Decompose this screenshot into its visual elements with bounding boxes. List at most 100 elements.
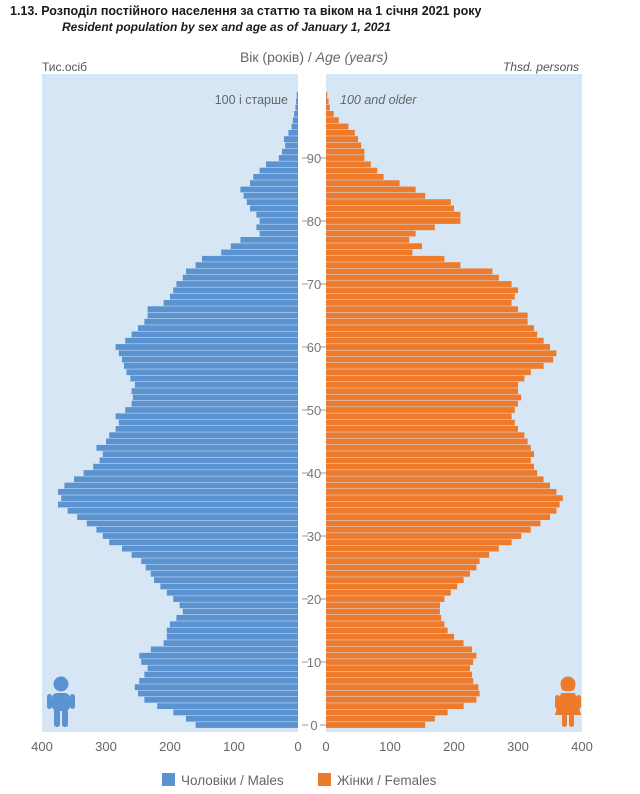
axis-title-en: Age (years)	[315, 49, 388, 65]
axis-title-uk: Вік (років)	[240, 49, 304, 65]
female-bar-age-25	[326, 564, 477, 571]
female-bar-age-33	[326, 514, 550, 520]
male-bar-age-49	[115, 413, 298, 420]
male-bar-age-97	[294, 111, 298, 117]
male-bar-age-15	[166, 627, 298, 634]
male-bar-age-43	[102, 451, 298, 457]
age-tick-label-80: 80	[307, 214, 321, 229]
male-bar-age-99	[296, 98, 298, 105]
male-bar-age-52	[132, 394, 298, 401]
female-bar-age-94	[326, 129, 355, 136]
male-bar-age-84	[243, 192, 298, 199]
female-bar-age-43	[326, 451, 534, 457]
male-bar-age-5	[138, 690, 298, 697]
male-bar-age-76	[230, 243, 298, 250]
male-bar-age-56	[126, 369, 298, 376]
male-bar-age-68	[170, 293, 298, 300]
legend-swatch-males	[162, 773, 175, 786]
female-bar-age-4	[326, 696, 477, 703]
axis-title: Вік (років) / Age (years)	[240, 49, 388, 65]
male-bar-age-50	[125, 407, 298, 413]
female-bar-age-85	[326, 186, 416, 193]
male-bar-age-74	[202, 255, 298, 262]
female-bar-age-23	[326, 577, 464, 583]
female-bar-age-39	[326, 476, 544, 483]
female-bar-age-68	[326, 293, 515, 300]
male-bar-age-100+	[296, 92, 298, 98]
male-bar-age-27	[131, 552, 298, 558]
female-bar-age-40	[326, 470, 538, 476]
female-bar-age-96	[326, 117, 339, 124]
male-bar-age-98	[295, 104, 298, 111]
male-bar-age-58	[122, 356, 298, 363]
male-bar-age-16	[170, 621, 298, 628]
female-bar-age-1	[326, 715, 435, 722]
male-bar-age-79	[256, 224, 298, 231]
x-tick-left-100: 100	[223, 739, 245, 754]
male-bar-age-45	[106, 438, 298, 445]
male-bar-age-67	[163, 300, 298, 306]
male-bar-age-38	[64, 482, 299, 489]
male-bar-age-87	[253, 174, 298, 180]
male-bar-age-12	[150, 646, 298, 653]
male-bar-age-14	[166, 633, 298, 640]
female-bar-age-84	[326, 192, 426, 199]
female-bar-age-52	[326, 394, 522, 401]
female-bar-age-60	[326, 344, 550, 350]
female-bar-age-16	[326, 621, 445, 628]
female-bar-age-79	[326, 224, 435, 231]
male-bar-age-62	[131, 331, 298, 338]
male-bar-age-89	[266, 161, 298, 168]
axis-title-sep: /	[304, 49, 316, 65]
female-bar-age-37	[326, 489, 557, 495]
age-tick-label-40: 40	[307, 466, 321, 481]
female-bar-age-34	[326, 507, 557, 514]
x-tick-left-400: 400	[31, 739, 53, 754]
female-bar-age-95	[326, 123, 349, 130]
female-bar-age-31	[326, 526, 531, 533]
x-tick-right-0: 0	[322, 739, 329, 754]
male-bar-age-70	[176, 281, 298, 287]
male-bar-age-64	[144, 318, 298, 325]
female-bar-age-62	[326, 331, 538, 338]
female-bar-age-28	[326, 545, 499, 552]
male-bar-age-65	[147, 312, 298, 319]
male-bar-age-86	[250, 180, 298, 187]
female-bar-age-70	[326, 281, 512, 287]
female-bar-age-38	[326, 482, 550, 489]
female-bar-age-57	[326, 363, 544, 369]
x-tick-left-300: 300	[95, 739, 117, 754]
male-bar-age-88	[259, 167, 298, 174]
male-bar-age-48	[118, 419, 298, 426]
female-bar-age-46	[326, 432, 525, 439]
female-bar-age-92	[326, 142, 362, 149]
male-figure-icon	[47, 676, 75, 727]
male-bar-age-96	[292, 117, 298, 124]
male-bar-age-32	[86, 520, 298, 527]
x-tick-left-0: 0	[294, 739, 301, 754]
female-bar-age-80	[326, 218, 461, 224]
female-bar-age-89	[326, 161, 371, 168]
female-bar-age-73	[326, 262, 461, 268]
chart-title-en: Resident population by sex and age as of…	[62, 20, 391, 34]
female-bar-age-22	[326, 583, 458, 590]
female-bar-age-54	[326, 381, 518, 388]
male-bar-age-0	[195, 722, 298, 728]
female-bar-age-74	[326, 255, 445, 262]
female-bar-age-26	[326, 558, 480, 565]
female-bar-age-0	[326, 722, 426, 728]
female-bar-age-59	[326, 350, 557, 357]
male-bar-age-53	[131, 388, 298, 394]
male-bar-age-82	[250, 205, 298, 212]
male-bar-age-66	[147, 306, 298, 313]
female-bar-age-93	[326, 136, 358, 142]
female-bar-age-8	[326, 671, 472, 678]
male-bar-age-57	[123, 363, 298, 369]
female-bar-age-42	[326, 457, 531, 464]
legend-label-males: Чоловіки / Males	[181, 773, 284, 788]
female-bar-age-69	[326, 287, 518, 294]
male-bar-age-47	[115, 426, 298, 432]
female-bar-age-30	[326, 533, 522, 539]
age-axis: 0 10 20 30 40 50 60 70 80 90	[302, 151, 326, 733]
male-bar-age-2	[173, 709, 298, 716]
